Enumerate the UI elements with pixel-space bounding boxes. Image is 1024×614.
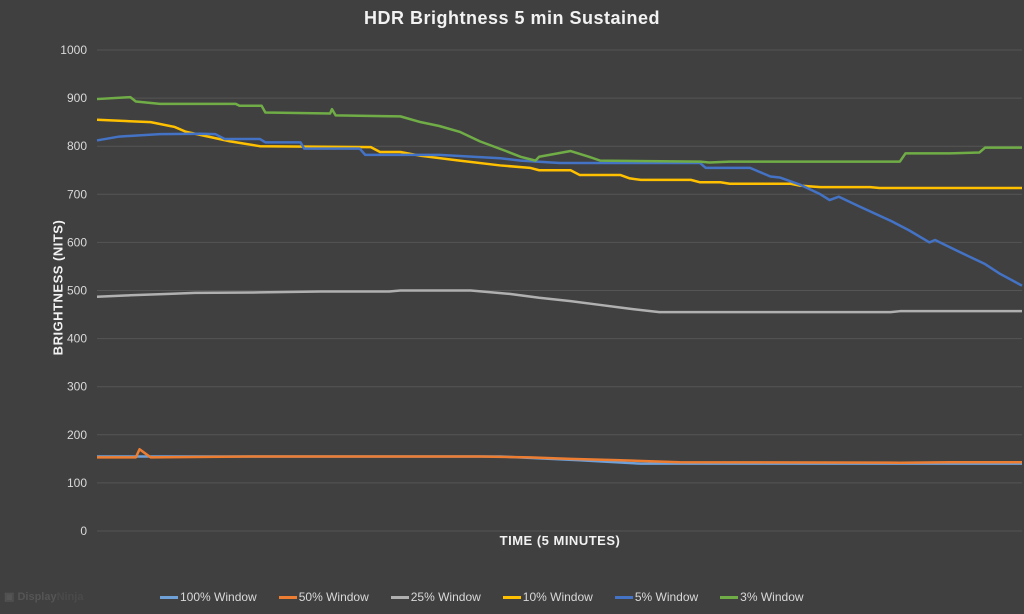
legend-item: 5% Window — [614, 590, 699, 604]
y-tick-label: 600 — [67, 235, 87, 249]
y-tick-label: 200 — [67, 428, 87, 442]
legend-swatch — [160, 595, 178, 599]
legend-item: 25% Window — [390, 590, 481, 604]
legend-swatch — [278, 595, 297, 599]
y-tick-label: 100 — [67, 476, 87, 490]
legend-label: 25% Window — [410, 590, 481, 604]
legend-item: 10% Window — [502, 590, 593, 604]
legend-item: 100% Window — [160, 590, 257, 604]
series-line-50-window — [97, 447, 1022, 464]
series-line-10-window — [96, 118, 1022, 190]
y-tick-label: 500 — [67, 284, 87, 298]
series-line-5-window — [96, 132, 1023, 287]
legend-label: 100% Window — [180, 590, 257, 604]
y-tick-label: 0 — [80, 524, 87, 538]
y-tick-label: 400 — [67, 332, 87, 346]
chart-title: HDR Brightness 5 min Sustained — [363, 8, 661, 28]
legend-label: 50% Window — [298, 590, 369, 604]
y-tick-label: 300 — [67, 380, 87, 394]
legend-label: 5% Window — [634, 590, 699, 604]
y-tick-label: 700 — [67, 187, 87, 201]
y-tick-label: 1000 — [60, 43, 87, 57]
y-tick-label: 800 — [67, 139, 87, 153]
legend-item: 3% Window — [720, 590, 804, 604]
legend-item: 50% Window — [278, 590, 369, 604]
legend-swatch — [614, 595, 633, 599]
legend-swatch — [390, 595, 409, 599]
x-axis-label: TIME (5 MINUTES) — [499, 533, 621, 548]
y-tick-label: 900 — [67, 91, 87, 105]
legend-label: 10% Window — [522, 590, 593, 604]
legend: 100% Window 50% Window 25% Window 10% Windo… — [160, 590, 804, 604]
series-line-25-window — [96, 289, 1022, 314]
watermark-logo: ▣ DisplayNinja — [4, 591, 84, 603]
legend-swatch — [720, 595, 739, 599]
series-line-3-window — [96, 95, 1022, 164]
legend-swatch — [502, 595, 521, 599]
legend-label: 3% Window — [740, 590, 804, 604]
